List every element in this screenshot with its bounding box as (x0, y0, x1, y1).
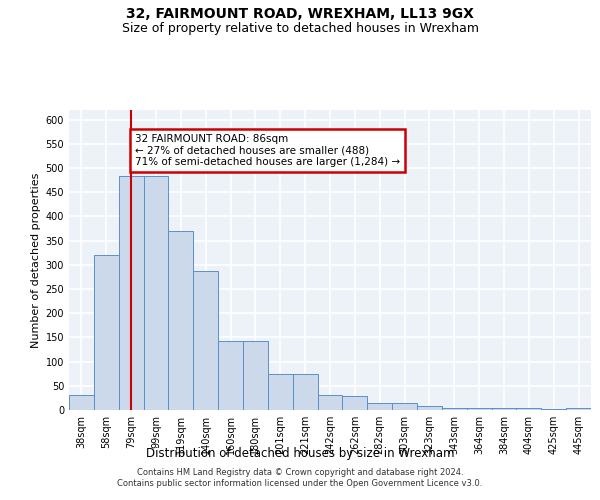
Bar (317, 396, 343, 410)
Bar (218, 341, 243, 410)
Text: Distribution of detached houses by size in Wrexham: Distribution of detached houses by size … (146, 448, 454, 460)
Bar (69, 396, 94, 410)
Bar (517, 408, 541, 410)
Bar (169, 231, 193, 410)
Bar (94, 255, 119, 410)
Bar (417, 406, 442, 410)
Bar (392, 402, 417, 410)
Bar (268, 374, 293, 410)
Bar (491, 408, 517, 410)
Bar (193, 271, 218, 410)
Bar (541, 408, 566, 410)
Bar (343, 396, 367, 410)
Bar (467, 408, 491, 410)
Bar (442, 408, 467, 410)
Y-axis label: Number of detached properties: Number of detached properties (31, 172, 41, 348)
Bar (143, 176, 169, 410)
Text: Size of property relative to detached houses in Wrexham: Size of property relative to detached ho… (121, 22, 479, 35)
Bar (119, 176, 143, 410)
Text: Contains HM Land Registry data © Crown copyright and database right 2024.
Contai: Contains HM Land Registry data © Crown c… (118, 468, 482, 487)
Bar (243, 341, 268, 410)
Bar (566, 408, 591, 410)
Bar (293, 374, 317, 410)
Bar (367, 402, 392, 410)
Text: 32, FAIRMOUNT ROAD, WREXHAM, LL13 9GX: 32, FAIRMOUNT ROAD, WREXHAM, LL13 9GX (126, 8, 474, 22)
Text: 32 FAIRMOUNT ROAD: 86sqm
← 27% of detached houses are smaller (488)
71% of semi-: 32 FAIRMOUNT ROAD: 86sqm ← 27% of detach… (135, 134, 400, 167)
